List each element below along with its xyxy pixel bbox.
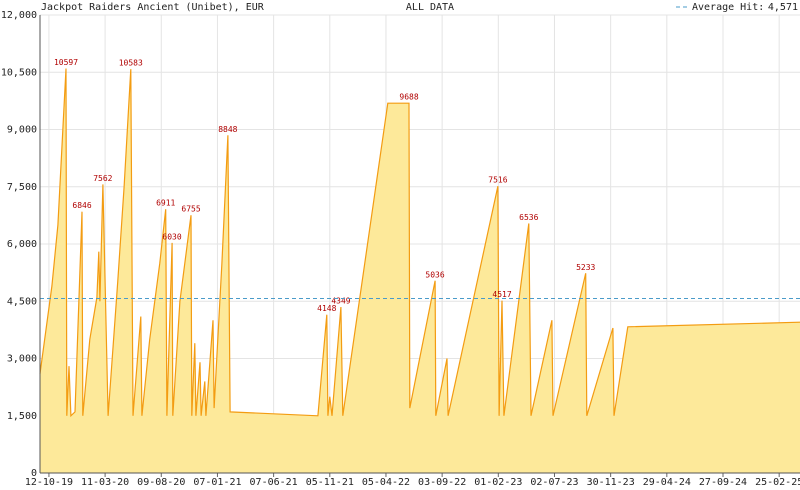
value-label: 10597 <box>54 58 78 67</box>
x-tick-label: 25-02-25 <box>755 477 800 488</box>
value-label: 4349 <box>331 297 350 306</box>
value-label: 10583 <box>119 59 143 68</box>
area <box>40 68 800 473</box>
x-tick-label: 07-01-21 <box>193 477 241 488</box>
y-tick-label: 3,000 <box>7 354 37 365</box>
y-tick-label: 7,500 <box>7 182 37 193</box>
x-tick-label: 09-08-20 <box>137 477 185 488</box>
y-tick-label: 6,000 <box>7 239 37 250</box>
value-label: 6846 <box>72 201 91 210</box>
value-label: 9688 <box>399 93 418 102</box>
value-label: 4148 <box>317 304 336 313</box>
x-tick-label: 01-02-23 <box>474 477 522 488</box>
y-tick-label: 12,000 <box>1 10 37 21</box>
x-tick-label: 02-07-23 <box>530 477 578 488</box>
value-label: 6755 <box>181 205 200 214</box>
x-tick-label: 11-03-20 <box>81 477 129 488</box>
value-label: 4517 <box>492 290 511 299</box>
x-tick-label: 29-04-24 <box>643 477 691 488</box>
line <box>39 68 800 418</box>
value-label: 6030 <box>162 232 181 241</box>
legend-value: 4,571 <box>768 2 798 13</box>
value-label: 8848 <box>218 125 237 134</box>
value-label: 6911 <box>156 199 175 208</box>
value-label: 5233 <box>576 263 595 272</box>
y-tick-label: 0 <box>31 468 37 479</box>
x-tick-label: 27-09-24 <box>699 477 747 488</box>
x-tick-label: 05-04-22 <box>362 477 410 488</box>
chart-subtitle: ALL DATA <box>406 2 454 13</box>
y-tick-label: 10,500 <box>1 67 37 78</box>
y-tick-label: 9,000 <box>7 125 37 136</box>
x-tick-label: 12-10-19 <box>25 477 73 488</box>
value-label: 6536 <box>519 213 538 222</box>
chart-title: Jackpot Raiders Ancient (Unibet), EUR <box>41 2 265 13</box>
value-label: 5036 <box>425 270 444 279</box>
y-tick-label: 1,500 <box>7 411 37 422</box>
x-tick-label: 30-11-23 <box>587 477 635 488</box>
legend-label: Average Hit: <box>692 2 764 13</box>
x-tick-label: 05-11-21 <box>306 477 354 488</box>
x-tick-label: 03-09-22 <box>418 477 466 488</box>
y-tick-label: 4,500 <box>7 296 37 307</box>
x-tick-label: 07-06-21 <box>250 477 298 488</box>
value-label: 7516 <box>488 176 507 185</box>
value-label: 7562 <box>93 174 112 183</box>
